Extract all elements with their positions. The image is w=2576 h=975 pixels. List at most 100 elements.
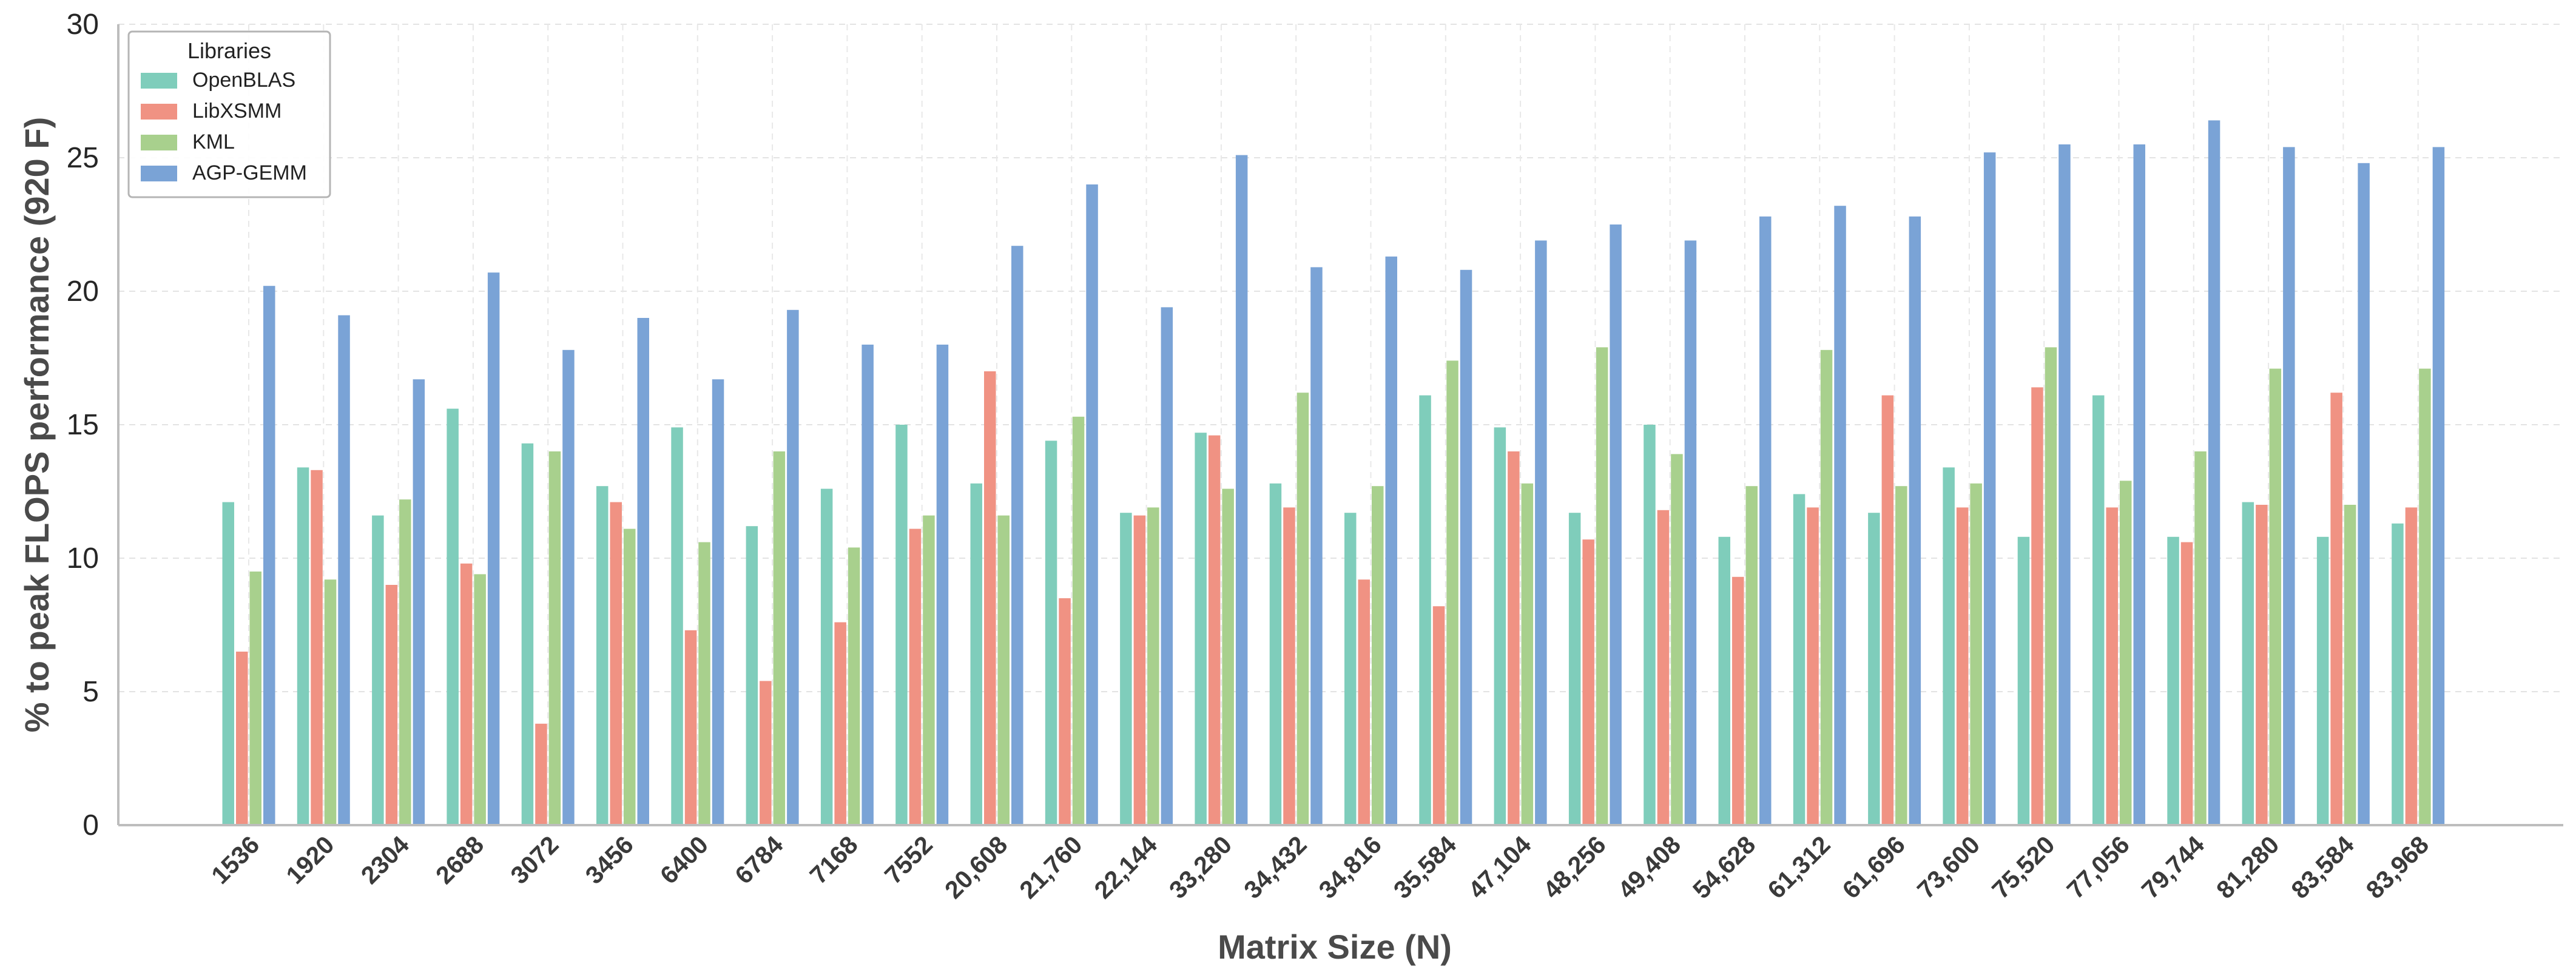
bar-openblas-13 [1195, 433, 1207, 825]
bar-libxsmm-20 [1732, 576, 1744, 825]
bar-openblas-2 [372, 515, 384, 825]
bar-kml-23 [1970, 483, 1982, 825]
y-tick-label: 15 [67, 409, 99, 441]
bar-openblas-0 [222, 502, 234, 825]
legend-swatch-agp-gemm [141, 166, 177, 181]
bar-kml-27 [2269, 368, 2282, 825]
bar-openblas-28 [2316, 536, 2329, 825]
bar-agp-gemm-1 [338, 315, 350, 825]
bar-openblas-16 [1419, 395, 1431, 825]
bar-agp-gemm-15 [1385, 256, 1397, 825]
bar-libxsmm-28 [2330, 393, 2342, 825]
bar-openblas-17 [1494, 427, 1506, 825]
bar-openblas-9 [895, 425, 908, 825]
bar-openblas-7 [746, 526, 758, 825]
bar-agp-gemm-7 [787, 309, 799, 825]
bar-libxsmm-16 [1432, 606, 1445, 825]
bar-agp-gemm-25 [2133, 144, 2145, 825]
y-tick-label: 20 [67, 275, 99, 308]
bar-libxsmm-9 [909, 528, 922, 825]
bar-libxsmm-25 [2106, 507, 2118, 825]
bar-libxsmm-21 [1807, 507, 1819, 825]
legend-label-openblas: OpenBLAS [192, 69, 295, 92]
bar-libxsmm-10 [984, 371, 996, 825]
bar-kml-21 [1820, 349, 1833, 825]
bar-libxsmm-24 [2031, 387, 2043, 825]
y-axis-title: % to peak FLOPS performance (920 F) [18, 117, 56, 732]
bar-openblas-27 [2242, 502, 2254, 825]
bar-libxsmm-5 [610, 502, 622, 825]
bar-libxsmm-8 [834, 622, 846, 825]
bar-agp-gemm-22 [1909, 216, 1921, 825]
bar-kml-12 [1147, 507, 1159, 825]
bar-openblas-23 [1943, 467, 1955, 825]
legend-swatch-kml [141, 135, 177, 150]
legend-label-libxsmm: LibXSMM [192, 100, 282, 123]
bar-agp-gemm-14 [1310, 267, 1323, 825]
bar-openblas-25 [2092, 395, 2105, 825]
bar-kml-7 [773, 451, 786, 825]
bar-kml-29 [2419, 368, 2431, 825]
bar-kml-13 [1222, 488, 1234, 825]
bar-openblas-8 [820, 488, 833, 825]
bar-libxsmm-26 [2180, 542, 2193, 825]
legend-label-agp-gemm: AGP-GEMM [192, 161, 307, 184]
bar-libxsmm-13 [1208, 435, 1221, 825]
bar-agp-gemm-26 [2208, 120, 2220, 825]
bar-kml-11 [1072, 416, 1085, 825]
bar-kml-17 [1521, 483, 1534, 825]
legend-swatch-libxsmm [141, 104, 177, 120]
bar-agp-gemm-6 [712, 379, 724, 825]
bar-libxsmm-23 [1956, 507, 1969, 825]
bar-kml-6 [698, 542, 710, 825]
bar-agp-gemm-0 [263, 286, 275, 825]
bar-kml-0 [249, 572, 261, 825]
y-tick-label: 30 [67, 8, 99, 41]
bar-kml-20 [1745, 486, 1758, 825]
bar-agp-gemm-3 [487, 272, 500, 825]
bar-kml-26 [2194, 451, 2207, 825]
bar-kml-18 [1596, 347, 1608, 825]
bar-openblas-3 [447, 408, 459, 825]
bar-kml-15 [1372, 486, 1384, 825]
bar-kml-22 [1895, 486, 1907, 825]
bar-openblas-22 [1868, 513, 1880, 825]
bar-libxsmm-15 [1358, 579, 1370, 825]
y-tick-label: 5 [83, 676, 99, 708]
legend-title: Libraries [187, 38, 271, 63]
bar-kml-3 [474, 574, 486, 825]
bar-agp-gemm-28 [2358, 163, 2370, 825]
legend-box [127, 30, 331, 198]
bar-libxsmm-6 [684, 630, 697, 825]
bar-libxsmm-1 [311, 470, 323, 825]
bars-layer [222, 120, 2445, 826]
bar-openblas-11 [1045, 440, 1057, 825]
bar-libxsmm-0 [236, 652, 248, 825]
bar-libxsmm-12 [1133, 515, 1146, 825]
bar-agp-gemm-4 [562, 349, 575, 825]
bar-libxsmm-29 [2405, 507, 2418, 825]
bar-libxsmm-11 [1059, 598, 1071, 825]
bar-agp-gemm-17 [1535, 240, 1547, 825]
bar-libxsmm-14 [1283, 507, 1295, 825]
bar-libxsmm-2 [385, 585, 398, 825]
y-tick-labels: 0 5 10 15 20 25 30 [67, 8, 99, 842]
bar-kml-8 [848, 547, 860, 825]
bar-agp-gemm-9 [936, 345, 949, 825]
x-axis-title: Matrix Size (N) [1218, 928, 1452, 966]
bar-agp-gemm-21 [1834, 206, 1846, 825]
bar-openblas-6 [671, 427, 683, 825]
bar-kml-10 [997, 515, 1010, 825]
bar-openblas-18 [1568, 513, 1581, 825]
legend-items: OpenBLAS LibXSMM KML AGP-GEMM [141, 69, 307, 184]
bar-libxsmm-7 [760, 681, 772, 825]
bar-kml-14 [1296, 393, 1309, 825]
bar-kml-1 [324, 579, 337, 825]
bar-libxsmm-19 [1657, 510, 1670, 825]
bar-agp-gemm-8 [861, 345, 874, 825]
gridlines [118, 24, 2563, 825]
bar-openblas-20 [1718, 536, 1730, 825]
bar-openblas-10 [970, 483, 982, 825]
bar-agp-gemm-12 [1161, 307, 1173, 825]
